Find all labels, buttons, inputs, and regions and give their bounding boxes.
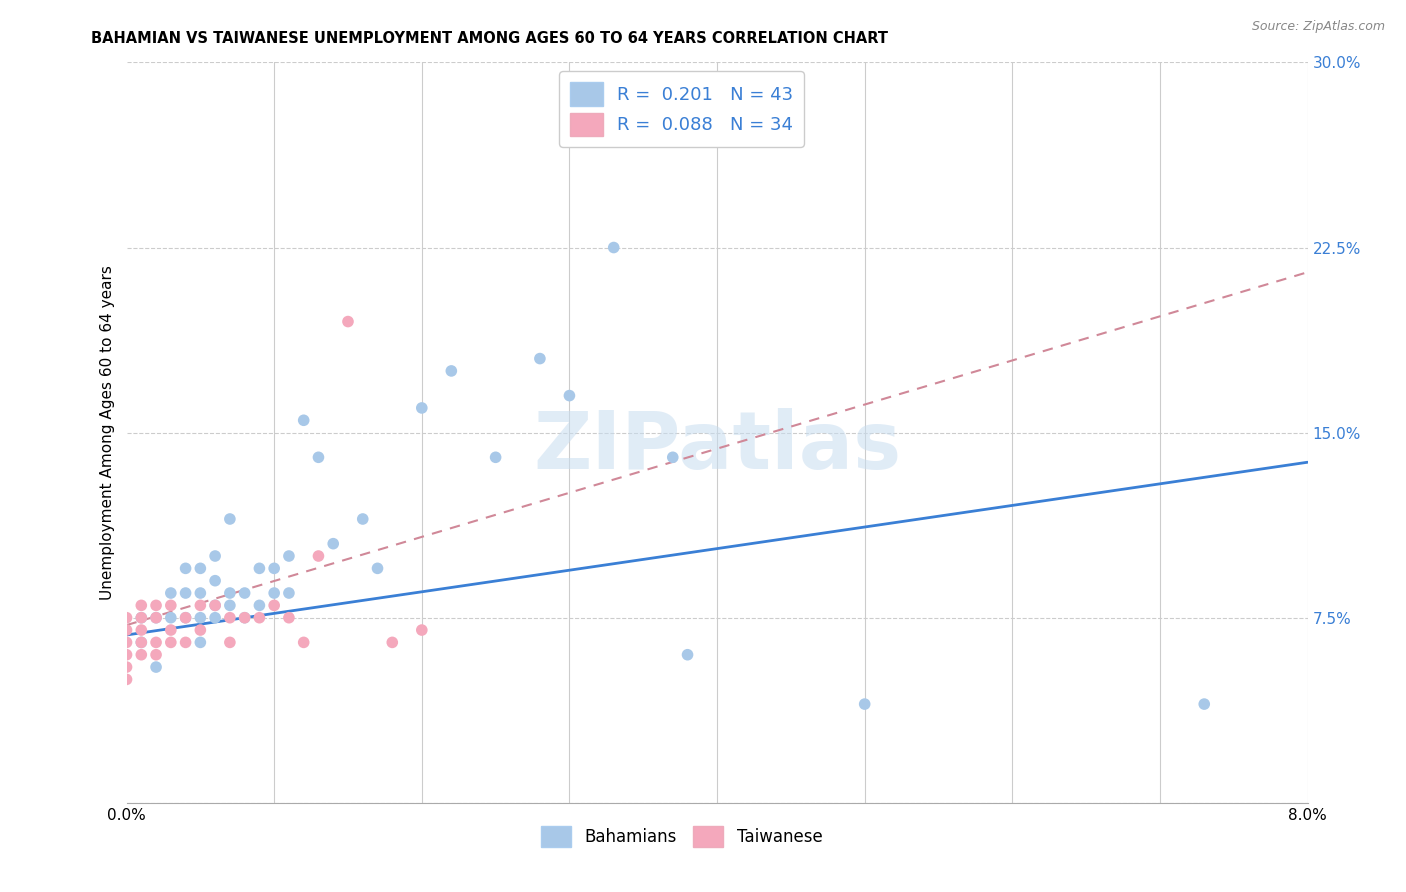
Point bbox=[160, 635, 183, 649]
Point bbox=[129, 635, 153, 649]
Point bbox=[160, 623, 183, 637]
Point bbox=[558, 388, 581, 402]
Point bbox=[129, 610, 153, 624]
Point bbox=[115, 610, 138, 624]
Point bbox=[219, 635, 242, 649]
Point bbox=[249, 610, 271, 624]
Point bbox=[129, 635, 153, 649]
Point bbox=[115, 623, 138, 637]
Point bbox=[174, 561, 197, 575]
Point bbox=[307, 450, 329, 465]
Point bbox=[115, 648, 138, 662]
Legend: Bahamians, Taiwanese: Bahamians, Taiwanese bbox=[534, 819, 830, 854]
Point bbox=[233, 586, 256, 600]
Point bbox=[145, 635, 167, 649]
Point bbox=[233, 610, 256, 624]
Point bbox=[219, 599, 242, 613]
Point bbox=[219, 586, 242, 600]
Point bbox=[411, 401, 433, 415]
Point bbox=[145, 599, 167, 613]
Point bbox=[204, 574, 226, 588]
Point bbox=[204, 599, 226, 613]
Point bbox=[145, 648, 167, 662]
Point bbox=[188, 561, 212, 575]
Point bbox=[853, 697, 876, 711]
Point bbox=[219, 610, 242, 624]
Point bbox=[440, 364, 463, 378]
Point bbox=[204, 599, 226, 613]
Point bbox=[188, 599, 212, 613]
Point bbox=[249, 599, 271, 613]
Point bbox=[352, 512, 374, 526]
Point bbox=[188, 623, 212, 637]
Point bbox=[129, 648, 153, 662]
Point bbox=[263, 561, 285, 575]
Point bbox=[129, 599, 153, 613]
Point bbox=[145, 610, 167, 624]
Point bbox=[337, 314, 360, 328]
Point bbox=[278, 586, 301, 600]
Point bbox=[367, 561, 389, 575]
Point bbox=[411, 623, 433, 637]
Point bbox=[115, 673, 138, 687]
Point bbox=[160, 610, 183, 624]
Point bbox=[263, 586, 285, 600]
Point bbox=[322, 536, 344, 550]
Point bbox=[174, 610, 197, 624]
Text: BAHAMIAN VS TAIWANESE UNEMPLOYMENT AMONG AGES 60 TO 64 YEARS CORRELATION CHART: BAHAMIAN VS TAIWANESE UNEMPLOYMENT AMONG… bbox=[91, 31, 889, 46]
Point bbox=[160, 599, 183, 613]
Point bbox=[249, 561, 271, 575]
Point bbox=[292, 413, 315, 427]
Point bbox=[263, 599, 285, 613]
Point bbox=[381, 635, 404, 649]
Point bbox=[115, 660, 138, 674]
Point bbox=[676, 648, 699, 662]
Point bbox=[484, 450, 508, 465]
Point bbox=[188, 610, 212, 624]
Point bbox=[529, 351, 551, 366]
Point bbox=[1192, 697, 1215, 711]
Text: Source: ZipAtlas.com: Source: ZipAtlas.com bbox=[1251, 20, 1385, 33]
Point bbox=[307, 549, 329, 563]
Y-axis label: Unemployment Among Ages 60 to 64 years: Unemployment Among Ages 60 to 64 years bbox=[100, 265, 115, 600]
Point bbox=[188, 635, 212, 649]
Point bbox=[174, 635, 197, 649]
Point bbox=[145, 610, 167, 624]
Point bbox=[160, 586, 183, 600]
Point bbox=[278, 610, 301, 624]
Point bbox=[661, 450, 683, 465]
Point bbox=[278, 549, 301, 563]
Point bbox=[204, 549, 226, 563]
Point bbox=[129, 623, 153, 637]
Point bbox=[145, 660, 167, 674]
Point bbox=[188, 586, 212, 600]
Point bbox=[292, 635, 315, 649]
Point bbox=[204, 610, 226, 624]
Point bbox=[174, 586, 197, 600]
Point bbox=[174, 610, 197, 624]
Text: ZIPatlas: ZIPatlas bbox=[533, 409, 901, 486]
Point bbox=[219, 512, 242, 526]
Point bbox=[603, 240, 626, 255]
Point bbox=[233, 610, 256, 624]
Point bbox=[129, 610, 153, 624]
Point bbox=[115, 635, 138, 649]
